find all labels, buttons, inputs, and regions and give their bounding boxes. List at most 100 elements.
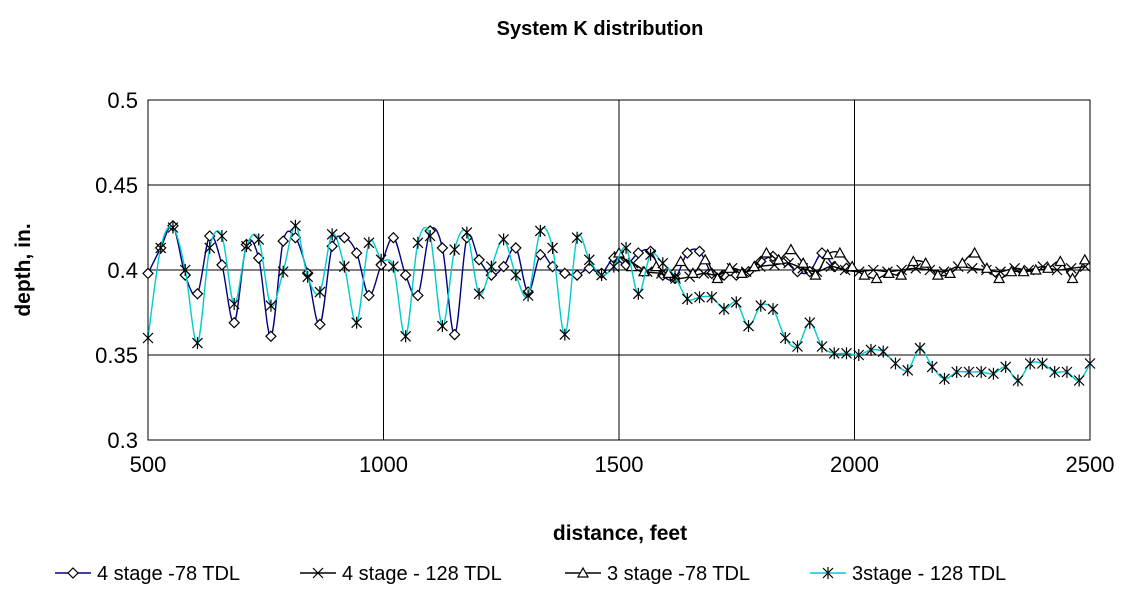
data-point xyxy=(448,328,461,341)
series-3 xyxy=(612,243,1091,284)
data-point xyxy=(632,247,645,259)
data-point xyxy=(179,264,191,276)
data-point xyxy=(755,299,767,312)
data-point xyxy=(1024,357,1036,370)
data-point xyxy=(975,366,987,378)
data-point xyxy=(412,289,424,302)
data-point xyxy=(825,261,837,273)
data-point xyxy=(1012,374,1024,387)
data-point xyxy=(809,268,822,280)
data-point xyxy=(1049,366,1061,378)
data-point xyxy=(895,268,908,280)
data-point xyxy=(338,260,350,273)
data-point xyxy=(558,267,571,280)
data-point xyxy=(797,256,810,268)
data-point xyxy=(694,291,705,304)
data-point xyxy=(338,231,351,244)
data-point xyxy=(498,233,510,246)
data-point xyxy=(253,233,265,246)
data-point xyxy=(350,247,363,259)
data-point xyxy=(693,245,706,258)
x-tick-label: 500 xyxy=(130,452,167,477)
data-point xyxy=(846,260,859,272)
data-point xyxy=(980,262,993,273)
data-point xyxy=(265,330,277,343)
legend-label: 4 stage -78 TDL xyxy=(97,563,240,585)
data-point xyxy=(620,241,632,254)
data-point xyxy=(853,349,865,361)
data-point xyxy=(363,289,375,302)
data-point xyxy=(473,253,485,266)
data-point xyxy=(865,343,877,356)
data-point xyxy=(1051,264,1063,276)
data-point xyxy=(735,267,748,278)
data-point xyxy=(1061,366,1073,378)
data-point xyxy=(645,248,656,261)
data-point xyxy=(1029,263,1042,275)
data-point xyxy=(510,269,522,282)
data-point xyxy=(914,342,926,355)
data-point xyxy=(547,241,559,254)
data-point xyxy=(608,260,620,273)
data-point xyxy=(1042,262,1055,273)
data-point xyxy=(858,268,871,280)
chart-title: System K distribution xyxy=(497,18,704,40)
x-tick-label: 2500 xyxy=(1066,452,1115,477)
data-point xyxy=(890,357,901,370)
y-tick-label: 0.5 xyxy=(107,88,138,113)
data-point xyxy=(944,267,957,278)
data-point xyxy=(473,287,485,300)
data-point xyxy=(485,260,497,273)
data-point xyxy=(804,316,816,329)
data-point xyxy=(142,267,154,280)
data-point xyxy=(711,272,724,284)
data-point xyxy=(767,303,779,316)
y-tick-label: 0.3 xyxy=(107,428,138,453)
data-point xyxy=(723,262,736,273)
data-point xyxy=(839,264,851,276)
data-point xyxy=(699,253,712,265)
data-point xyxy=(583,262,596,275)
x-axis-title: distance, feet xyxy=(553,522,687,545)
data-point xyxy=(821,248,834,260)
data-point xyxy=(559,328,571,341)
data-point xyxy=(706,291,718,304)
data-point xyxy=(351,316,363,329)
data-point xyxy=(783,257,794,269)
legend-marker xyxy=(312,567,324,579)
data-point xyxy=(632,287,644,300)
data-point xyxy=(784,243,797,255)
data-point xyxy=(204,241,216,254)
data-point xyxy=(686,267,699,278)
legend-entry: 4 stage -78 TDL xyxy=(55,563,240,585)
data-point xyxy=(792,340,803,353)
data-point xyxy=(966,262,978,274)
data-point xyxy=(326,228,338,241)
data-point xyxy=(877,345,889,358)
data-point xyxy=(228,316,241,329)
data-point xyxy=(1037,357,1048,370)
data-point xyxy=(449,243,461,256)
data-point xyxy=(674,255,687,267)
x-tick-label: 1500 xyxy=(595,452,644,477)
data-point xyxy=(939,372,950,385)
data-point xyxy=(277,265,289,278)
data-point xyxy=(142,332,154,344)
legend-label: 4 stage - 128 TDL xyxy=(342,563,502,585)
data-point xyxy=(760,246,773,258)
data-point xyxy=(436,320,448,333)
plot-area: 0.3 0.35 0.4 0.45 0.5 500 1000 1500 2000 2500 xyxy=(95,88,1114,477)
data-point xyxy=(289,219,301,232)
data-point xyxy=(522,289,534,302)
data-point xyxy=(833,246,846,258)
data-point xyxy=(657,257,669,270)
data-point xyxy=(1017,265,1030,277)
legend-marker xyxy=(576,566,590,578)
data-point xyxy=(571,269,583,281)
data-point xyxy=(216,230,228,242)
y-axis-title: depth, in. xyxy=(12,223,35,316)
data-point xyxy=(956,256,969,268)
data-point xyxy=(988,367,999,380)
data-point xyxy=(1073,374,1085,387)
data-point xyxy=(400,330,412,343)
